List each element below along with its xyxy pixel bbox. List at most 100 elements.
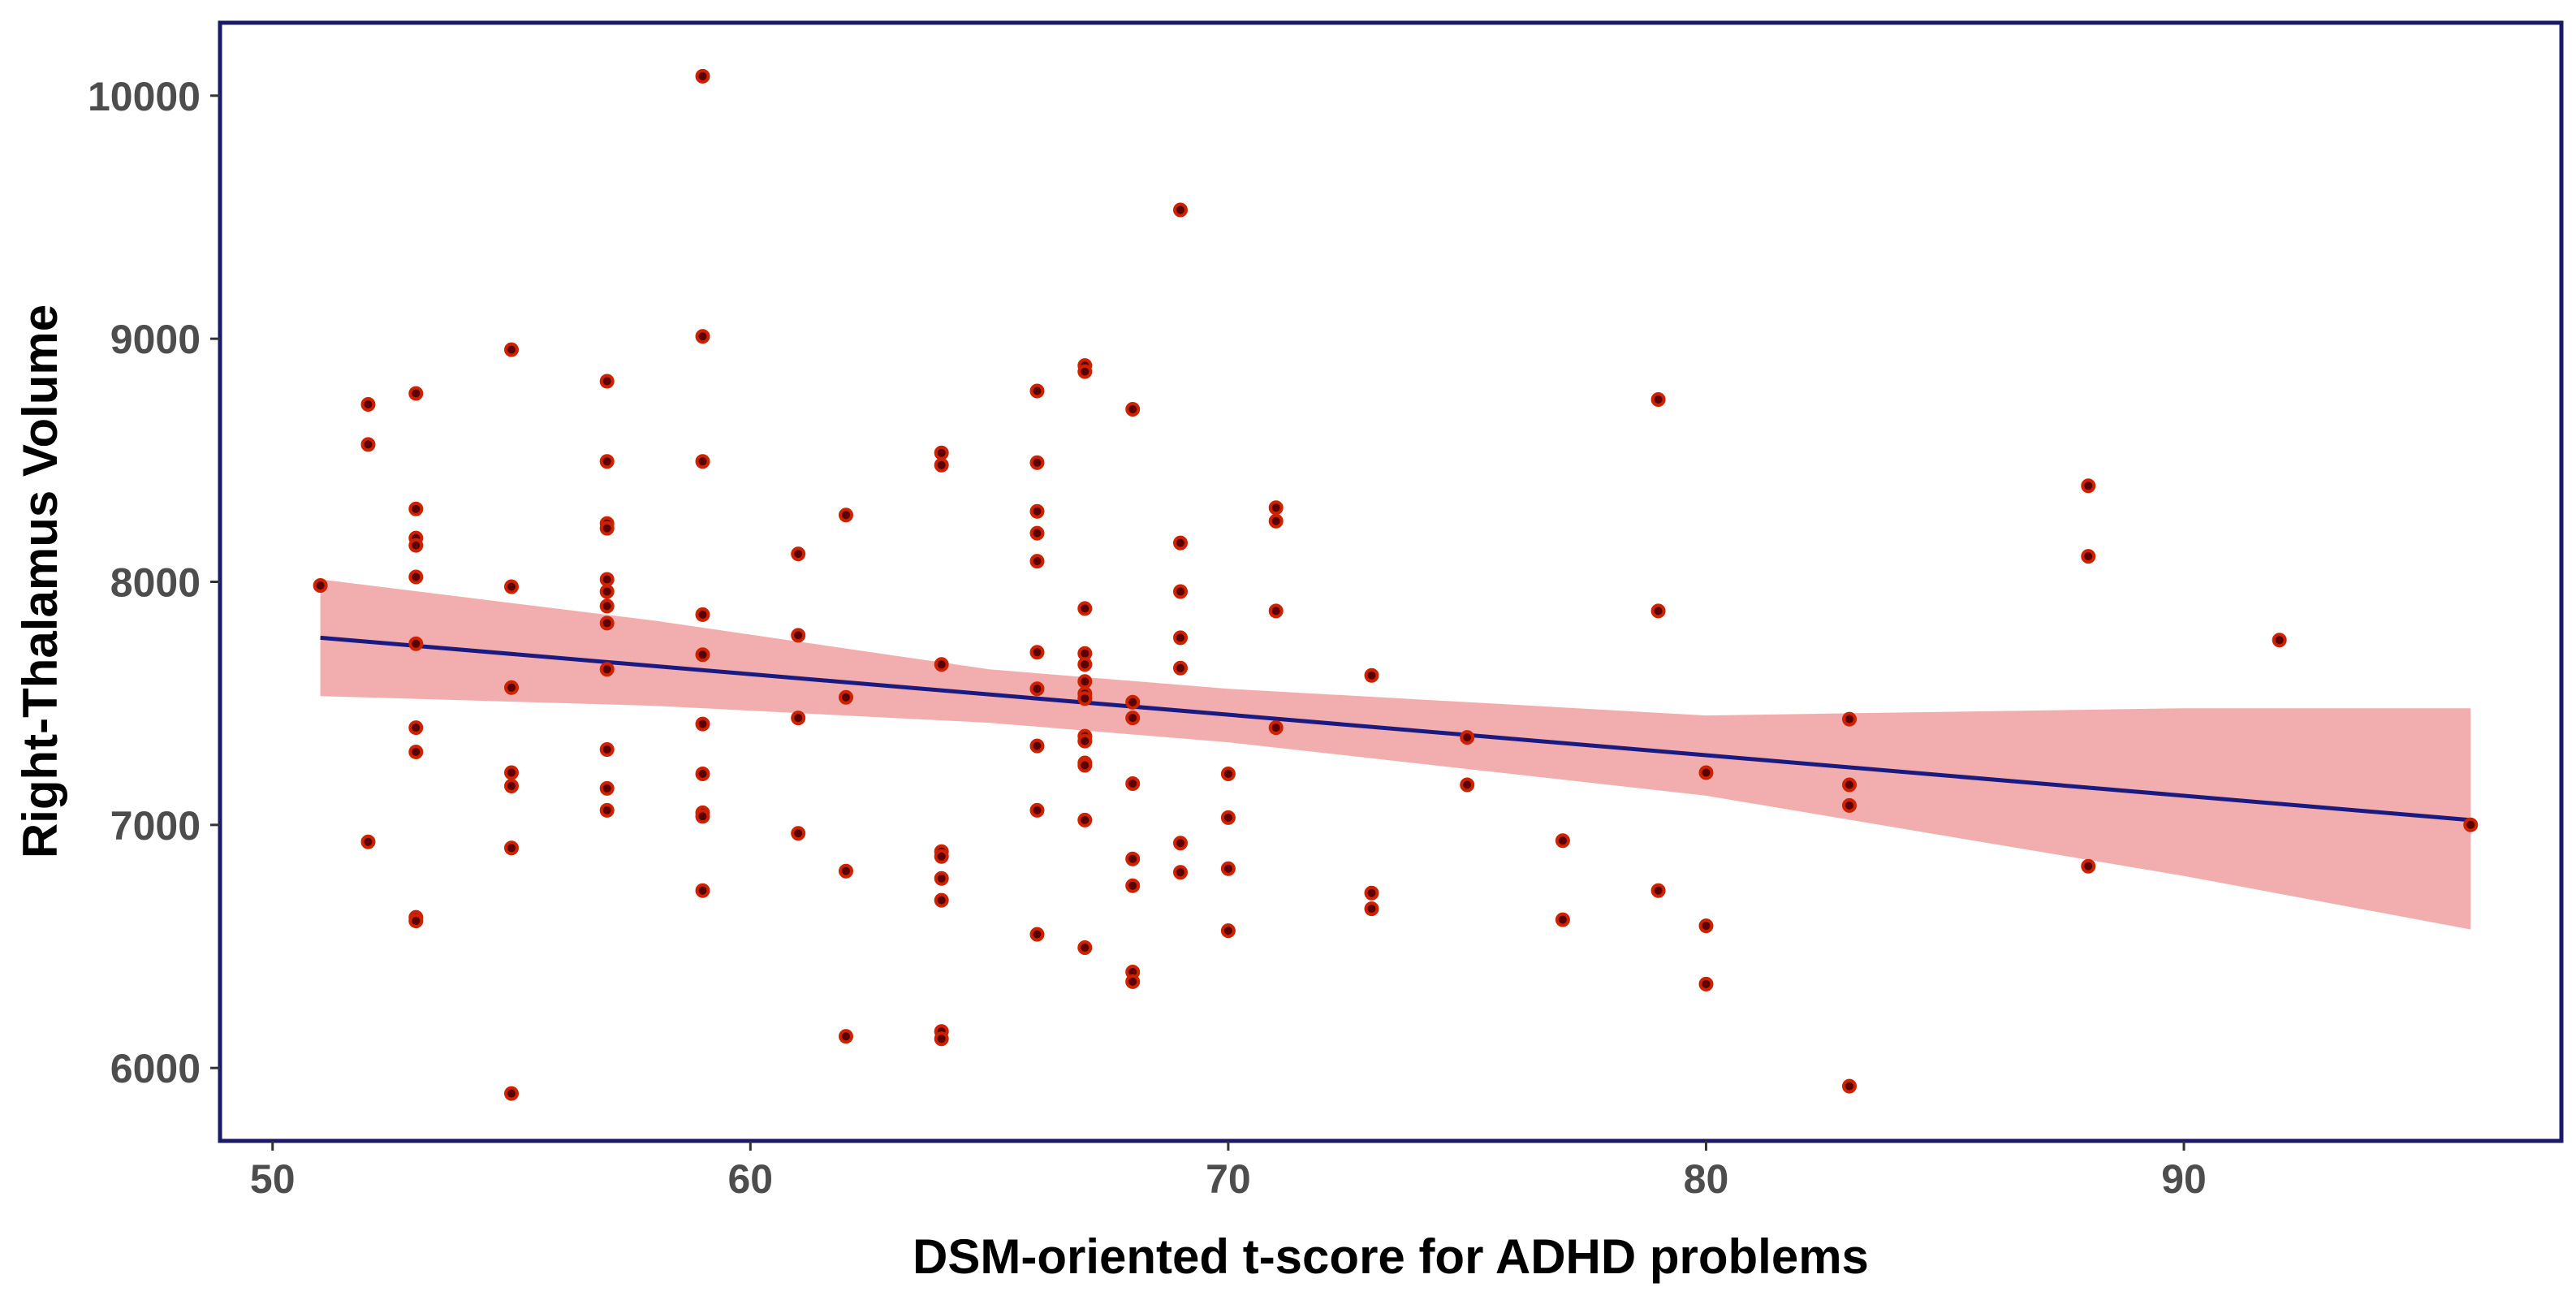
data-point: [1125, 776, 1141, 791]
data-point: [1698, 918, 1714, 934]
data-point: [1220, 861, 1236, 876]
y-tick-label: 7000: [110, 803, 201, 849]
data-point: [504, 680, 519, 695]
data-point: [791, 711, 806, 726]
data-point: [1650, 883, 1666, 898]
data-point: [839, 508, 853, 523]
data-point: [360, 834, 376, 849]
data-point: [934, 1031, 949, 1047]
data-point: [1125, 878, 1141, 893]
y-tick-label: 8000: [110, 560, 201, 606]
data-point: [1077, 657, 1093, 672]
data-point: [1029, 681, 1045, 697]
data-point: [934, 849, 949, 864]
data-point: [1077, 940, 1093, 955]
x-tick-label: 90: [2161, 1156, 2207, 1202]
data-point: [695, 883, 710, 898]
data-point: [408, 501, 424, 516]
data-point: [1698, 765, 1714, 780]
data-point: [1029, 738, 1045, 754]
data-point: [1173, 584, 1188, 599]
data-point: [1029, 383, 1045, 399]
data-point: [695, 607, 710, 622]
data-point: [599, 521, 615, 536]
data-point: [408, 386, 424, 401]
data-point: [599, 374, 615, 389]
data-point: [1173, 836, 1188, 851]
data-point: [1460, 730, 1475, 745]
data-point: [1125, 402, 1141, 417]
data-point: [408, 720, 424, 736]
data-point: [1364, 901, 1379, 917]
data-point: [1268, 500, 1284, 516]
data-point: [1077, 812, 1093, 827]
data-point: [408, 745, 424, 759]
data-point: [1029, 455, 1045, 470]
data-point: [599, 572, 615, 587]
data-point: [934, 657, 949, 672]
data-point: [504, 840, 519, 856]
data-point: [934, 892, 949, 908]
data-point: [1077, 364, 1093, 379]
data-point: [839, 689, 853, 705]
data-point: [1173, 660, 1188, 676]
data-point: [1077, 674, 1093, 689]
confidence-band: [320, 579, 2471, 930]
data-point: [1029, 554, 1045, 569]
data-point: [1029, 645, 1045, 660]
data-point: [1029, 802, 1045, 818]
data-point: [408, 636, 424, 651]
data-point: [1268, 720, 1284, 736]
data-point: [1364, 667, 1379, 683]
data-point: [504, 765, 519, 780]
y-tick-label: 10000: [88, 74, 201, 119]
data-point: [504, 579, 519, 594]
data-point: [2463, 817, 2479, 832]
data-point: [599, 584, 615, 599]
data-point: [2081, 478, 2096, 494]
data-point: [504, 342, 519, 357]
data-point: [1077, 601, 1093, 616]
data-point: [1220, 810, 1236, 825]
data-point: [408, 538, 424, 553]
data-point: [1842, 797, 1857, 813]
x-axis-title: DSM-oriented t-score for ADHD problems: [913, 1229, 1869, 1284]
data-point: [313, 578, 328, 593]
data-point: [695, 767, 710, 781]
data-point: [791, 546, 806, 562]
data-point: [1555, 833, 1570, 849]
data-point: [1220, 767, 1236, 781]
data-point: [1077, 691, 1093, 706]
data-point: [599, 454, 615, 469]
data-point: [599, 742, 615, 757]
data-point: [599, 598, 615, 614]
data-point: [1364, 885, 1379, 901]
data-point: [695, 68, 710, 84]
data-point: [1460, 777, 1475, 793]
data-point: [1029, 503, 1045, 519]
y-axis-title: Right-Thalamus Volume: [13, 305, 67, 858]
data-point: [839, 1029, 853, 1044]
data-point: [1220, 923, 1236, 939]
y-tick-label: 6000: [110, 1046, 201, 1091]
x-tick-label: 80: [1684, 1156, 1729, 1202]
data-point: [1029, 927, 1045, 942]
data-point: [599, 662, 615, 677]
data-point: [695, 716, 710, 732]
data-point: [2272, 633, 2287, 648]
data-point: [2081, 858, 2096, 874]
data-point: [1125, 694, 1141, 710]
data-point: [839, 863, 853, 879]
data-point: [408, 569, 424, 585]
data-point: [599, 802, 615, 818]
data-point: [934, 457, 949, 473]
data-point: [1173, 630, 1188, 646]
data-point: [1842, 777, 1857, 793]
data-point: [408, 914, 424, 929]
x-tick-label: 50: [250, 1156, 296, 1202]
data-point: [934, 445, 949, 460]
data-point: [1650, 603, 1666, 619]
x-tick-label: 70: [1206, 1156, 1251, 1202]
